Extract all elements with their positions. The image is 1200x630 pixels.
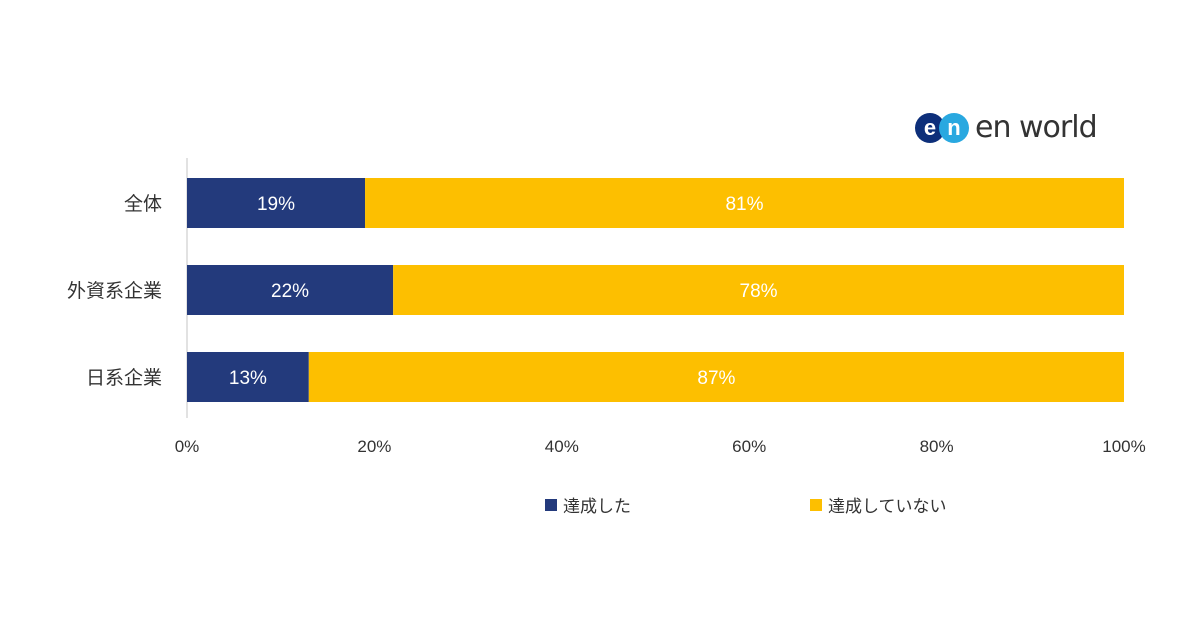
x-tick-label: 0% — [175, 437, 200, 456]
legend-swatch — [810, 499, 822, 511]
enworld-logo: e n en world — [915, 110, 1098, 145]
x-tick-label: 80% — [920, 437, 954, 456]
data-label: 19% — [257, 194, 295, 215]
bar-segment-not-achieved — [308, 352, 1124, 402]
bar-segment-not-achieved — [365, 178, 1124, 228]
x-tick-label: 20% — [357, 437, 391, 456]
data-label: 78% — [740, 281, 778, 302]
bar-segment-not-achieved — [393, 265, 1124, 315]
category-label: 全体 — [124, 193, 162, 215]
legend-swatch — [545, 499, 557, 511]
x-tick-label: 60% — [732, 437, 766, 456]
x-tick-label: 40% — [545, 437, 579, 456]
category-label: 日系企業 — [86, 367, 162, 389]
legend-label: 達成していない — [828, 497, 947, 517]
bar-segment-achieved — [187, 352, 309, 402]
data-label: 81% — [725, 194, 763, 215]
x-tick-label: 100% — [1102, 437, 1145, 456]
legend-label: 達成した — [563, 497, 631, 517]
logo-text: en world — [975, 110, 1098, 145]
data-label: 87% — [697, 368, 735, 389]
bar-segment-achieved — [187, 265, 394, 315]
category-label: 外資系企業 — [67, 280, 162, 302]
data-label: 13% — [229, 368, 267, 389]
data-label: 22% — [271, 281, 309, 302]
logo-mark-n: n — [939, 112, 969, 143]
bar-segment-achieved — [187, 178, 366, 228]
